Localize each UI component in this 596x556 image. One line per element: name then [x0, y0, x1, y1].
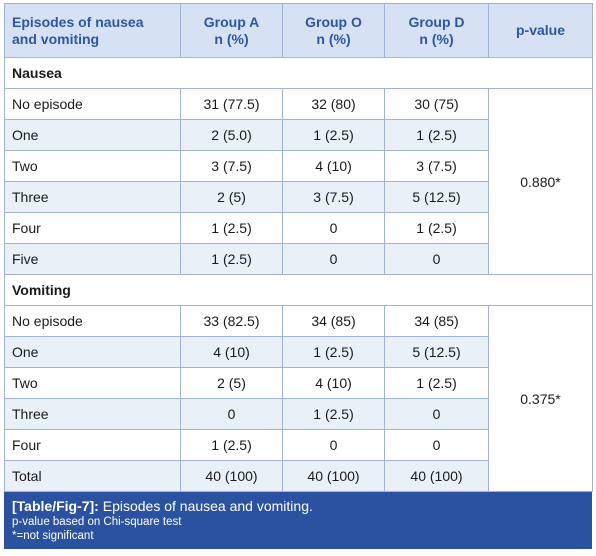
cell-group-o: 3 (7.5)	[282, 181, 385, 213]
section-row-nausea: Nausea	[4, 57, 593, 89]
caption-note-significance: *=not significant	[12, 530, 94, 542]
cell-group-a: 31 (77.5)	[180, 88, 283, 120]
table-row: One 2 (5.0) 1 (2.5) 1 (2.5)	[4, 119, 593, 151]
cell-group-o: 1 (2.5)	[282, 336, 385, 368]
header-episodes: Episodes of nausea and vomiting	[4, 3, 181, 58]
cell-group-d: 1 (2.5)	[384, 367, 489, 399]
cell-group-d: 30 (75)	[384, 88, 489, 120]
cell-group-a: 1 (2.5)	[180, 243, 283, 275]
section-title: Nausea	[4, 57, 593, 89]
table-row: Four 1 (2.5) 0 1 (2.5)	[4, 212, 593, 244]
p-value-vomiting: 0.375*	[488, 305, 593, 492]
cell-group-d: 40 (100)	[384, 460, 489, 492]
cell-group-a: 40 (100)	[180, 460, 283, 492]
row-label: One	[4, 119, 181, 151]
table-row: Three 0 1 (2.5) 0	[4, 398, 593, 430]
cell-group-a: 0	[180, 398, 283, 430]
cell-group-a: 2 (5.0)	[180, 119, 283, 151]
cell-group-d: 3 (7.5)	[384, 150, 489, 182]
caption-text: Episodes of nausea and vomiting.	[102, 498, 313, 514]
data-table: Episodes of nausea and vomiting Group A …	[4, 3, 593, 492]
cell-group-a: 1 (2.5)	[180, 212, 283, 244]
cell-group-d: 0	[384, 398, 489, 430]
table-row-total: Total 40 (100) 40 (100) 40 (100)	[4, 460, 593, 492]
row-label: Two	[4, 367, 181, 399]
cell-group-d: 0	[384, 429, 489, 461]
table-row: No episode 33 (82.5) 34 (85) 34 (85) 0.3…	[4, 305, 593, 492]
cell-group-d: 1 (2.5)	[384, 119, 489, 151]
cell-group-o: 0	[282, 212, 385, 244]
caption-title: [Table/Fig-7]: Episodes of nausea and vo…	[12, 497, 584, 515]
cell-group-o: 0	[282, 243, 385, 275]
table-row: One 4 (10) 1 (2.5) 5 (12.5)	[4, 336, 593, 368]
cell-group-a: 2 (5)	[180, 181, 283, 213]
row-label: Four	[4, 429, 181, 461]
row-label: Three	[4, 398, 181, 430]
cell-group-o: 4 (10)	[282, 367, 385, 399]
section-title: Vomiting	[4, 274, 593, 306]
row-label: Total	[4, 460, 181, 492]
cell-group-a: 2 (5)	[180, 367, 283, 399]
cell-group-o: 4 (10)	[282, 150, 385, 182]
table-row: Two 3 (7.5) 4 (10) 3 (7.5)	[4, 150, 593, 182]
table-row: Two 2 (5) 4 (10) 1 (2.5)	[4, 367, 593, 399]
cell-group-d: 5 (12.5)	[384, 181, 489, 213]
cell-group-d: 34 (85)	[384, 305, 489, 337]
row-label: One	[4, 336, 181, 368]
caption-tag: [Table/Fig-7]:	[12, 498, 99, 514]
p-value-nausea: 0.880*	[488, 88, 593, 275]
cell-group-a: 33 (82.5)	[180, 305, 283, 337]
row-label: Four	[4, 212, 181, 244]
cell-group-d: 0	[384, 243, 489, 275]
table-row: Five 1 (2.5) 0 0	[4, 243, 593, 275]
row-label: No episode	[4, 88, 181, 120]
cell-group-d: 1 (2.5)	[384, 212, 489, 244]
table-row: Four 1 (2.5) 0 0	[4, 429, 593, 461]
row-label: No episode	[4, 305, 181, 337]
table-caption: [Table/Fig-7]: Episodes of nausea and vo…	[4, 492, 592, 549]
cell-group-o: 0	[282, 429, 385, 461]
row-label: Five	[4, 243, 181, 275]
row-label: Two	[4, 150, 181, 182]
table-figure: Episodes of nausea and vomiting Group A …	[4, 3, 593, 549]
header-p-value: p-value	[488, 3, 593, 58]
cell-group-o: 40 (100)	[282, 460, 385, 492]
cell-group-a: 1 (2.5)	[180, 429, 283, 461]
cell-group-a: 4 (10)	[180, 336, 283, 368]
caption-note-test: p-value based on Chi-square test	[12, 516, 182, 528]
table-row: Three 2 (5) 3 (7.5) 5 (12.5)	[4, 181, 593, 213]
table-row: No episode 31 (77.5) 32 (80) 30 (75) 0.8…	[4, 88, 593, 275]
cell-group-o: 34 (85)	[282, 305, 385, 337]
cell-group-a: 3 (7.5)	[180, 150, 283, 182]
cell-group-o: 1 (2.5)	[282, 119, 385, 151]
section-row-vomiting: Vomiting	[4, 274, 593, 306]
cell-group-o: 1 (2.5)	[282, 398, 385, 430]
row-label: Three	[4, 181, 181, 213]
cell-group-d: 5 (12.5)	[384, 336, 489, 368]
header-group-d: Group D n (%)	[384, 3, 489, 58]
cell-group-o: 32 (80)	[282, 88, 385, 120]
header-group-a: Group A n (%)	[180, 3, 283, 58]
header-group-o: Group O n (%)	[282, 3, 385, 58]
header-row: Episodes of nausea and vomiting Group A …	[4, 3, 593, 58]
